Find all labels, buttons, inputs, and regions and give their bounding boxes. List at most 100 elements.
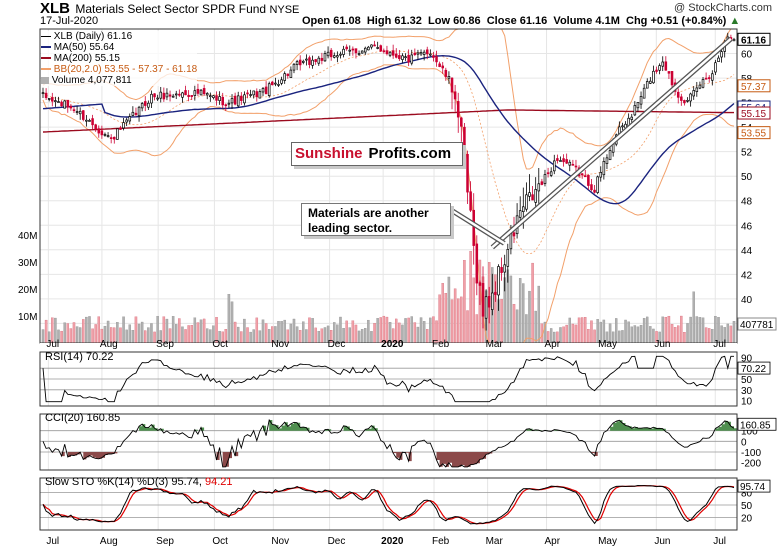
candle-body bbox=[543, 174, 547, 184]
volume-bar bbox=[264, 323, 268, 344]
x-tick-label-bottom: Dec bbox=[328, 536, 346, 547]
volume-bar bbox=[147, 327, 150, 344]
volume-bar bbox=[193, 317, 197, 344]
up-triangle-icon: ▲ bbox=[729, 15, 741, 27]
candle-body bbox=[190, 95, 194, 97]
candle-body bbox=[373, 44, 376, 47]
candle-body bbox=[199, 89, 203, 96]
open-label: Open bbox=[302, 15, 331, 27]
candle-body bbox=[732, 38, 736, 42]
candle-body bbox=[379, 45, 383, 52]
cci-tick-label: -100 bbox=[741, 448, 761, 459]
candle-body bbox=[258, 91, 262, 99]
volume-bar bbox=[683, 332, 686, 344]
candle-body bbox=[75, 111, 79, 113]
candle-body bbox=[345, 46, 348, 50]
low-value: 60.86 bbox=[453, 15, 481, 27]
symbol: XLB bbox=[40, 0, 70, 17]
volume-bar bbox=[531, 262, 534, 344]
volume-bar bbox=[119, 327, 122, 344]
candle-body bbox=[475, 243, 479, 284]
panel-frame bbox=[39, 413, 738, 471]
volume-bar bbox=[621, 330, 624, 344]
candle-body bbox=[354, 48, 358, 54]
candle-body bbox=[401, 55, 404, 60]
price-tag-text: 53.55 bbox=[741, 129, 766, 140]
candle-body bbox=[286, 73, 290, 76]
volume-bar bbox=[308, 317, 311, 344]
candle-body bbox=[240, 95, 243, 101]
candle-body bbox=[298, 59, 302, 66]
volume-bar bbox=[66, 323, 70, 344]
candle-body bbox=[568, 161, 572, 166]
candle-body bbox=[66, 99, 70, 108]
candle-body bbox=[156, 97, 159, 100]
candle-body bbox=[546, 172, 550, 175]
volume-bar bbox=[515, 309, 519, 344]
volume-bar bbox=[351, 320, 355, 344]
candle-body bbox=[112, 136, 116, 140]
candle-body bbox=[342, 48, 345, 55]
volume-bar bbox=[673, 327, 677, 344]
volume-bar bbox=[348, 327, 351, 344]
price-tag: 61.16 bbox=[737, 32, 771, 46]
candle-body bbox=[165, 92, 169, 98]
candle-body bbox=[466, 154, 469, 193]
x-tick-label: Sep bbox=[156, 339, 174, 350]
candle-body bbox=[432, 55, 435, 58]
legend-xlb: XLB (Daily) 61.16 bbox=[41, 31, 197, 42]
candle-body bbox=[658, 65, 661, 71]
candle-body bbox=[261, 88, 265, 93]
price-tag-text: 61.16 bbox=[741, 35, 766, 46]
candle-body bbox=[537, 183, 541, 192]
ma50-line bbox=[42, 54, 735, 205]
candle-body bbox=[652, 70, 655, 84]
candle-body bbox=[714, 62, 717, 73]
x-tick-label: Jul bbox=[46, 339, 59, 350]
legend-volume: Volume 4,077,811 bbox=[41, 75, 197, 86]
candle-body bbox=[444, 69, 448, 77]
candle-body bbox=[233, 95, 237, 105]
candle-body bbox=[450, 77, 454, 93]
cci-line bbox=[42, 418, 735, 468]
candle-body bbox=[590, 184, 593, 190]
volume-bar bbox=[41, 329, 45, 344]
candle-body bbox=[44, 92, 48, 99]
cci-overbought-fill bbox=[132, 420, 738, 431]
volume-bar bbox=[500, 299, 503, 344]
x-tick-label: Feb bbox=[432, 339, 450, 350]
price-tick-label: 40 bbox=[741, 295, 753, 306]
candle-body bbox=[469, 191, 472, 211]
volume-bar bbox=[593, 329, 596, 344]
axes bbox=[39, 28, 738, 531]
volume-bar bbox=[249, 331, 252, 344]
volume-bar bbox=[144, 330, 147, 344]
volume-bar bbox=[574, 324, 578, 344]
candle-body bbox=[116, 128, 119, 140]
candle-body bbox=[171, 95, 175, 98]
candle-body bbox=[667, 71, 671, 74]
candle-body bbox=[670, 71, 674, 86]
x-tick-label-bottom: Sep bbox=[156, 536, 174, 547]
x-tick-label: 2020 bbox=[381, 339, 404, 350]
candle-body bbox=[271, 81, 274, 86]
x-tick-label: Apr bbox=[545, 339, 561, 350]
volume-bar bbox=[624, 319, 627, 344]
trendline-inner bbox=[491, 37, 732, 249]
volume-bar bbox=[75, 326, 79, 344]
candle-body bbox=[264, 86, 268, 95]
high-label: High bbox=[366, 15, 392, 27]
sto-tag-text: 95.74 bbox=[740, 482, 765, 493]
candle-body bbox=[196, 88, 200, 94]
volume-bar bbox=[695, 316, 699, 344]
candle-body bbox=[413, 52, 417, 55]
close-label: Close bbox=[486, 15, 517, 27]
rsi-tick-label: 30 bbox=[741, 386, 753, 397]
candle-body bbox=[150, 93, 153, 104]
volume-bar bbox=[472, 277, 475, 344]
volume-bar bbox=[196, 322, 200, 344]
volume-bar bbox=[444, 293, 448, 344]
volume-bar bbox=[590, 320, 593, 344]
candle-body bbox=[655, 69, 658, 72]
